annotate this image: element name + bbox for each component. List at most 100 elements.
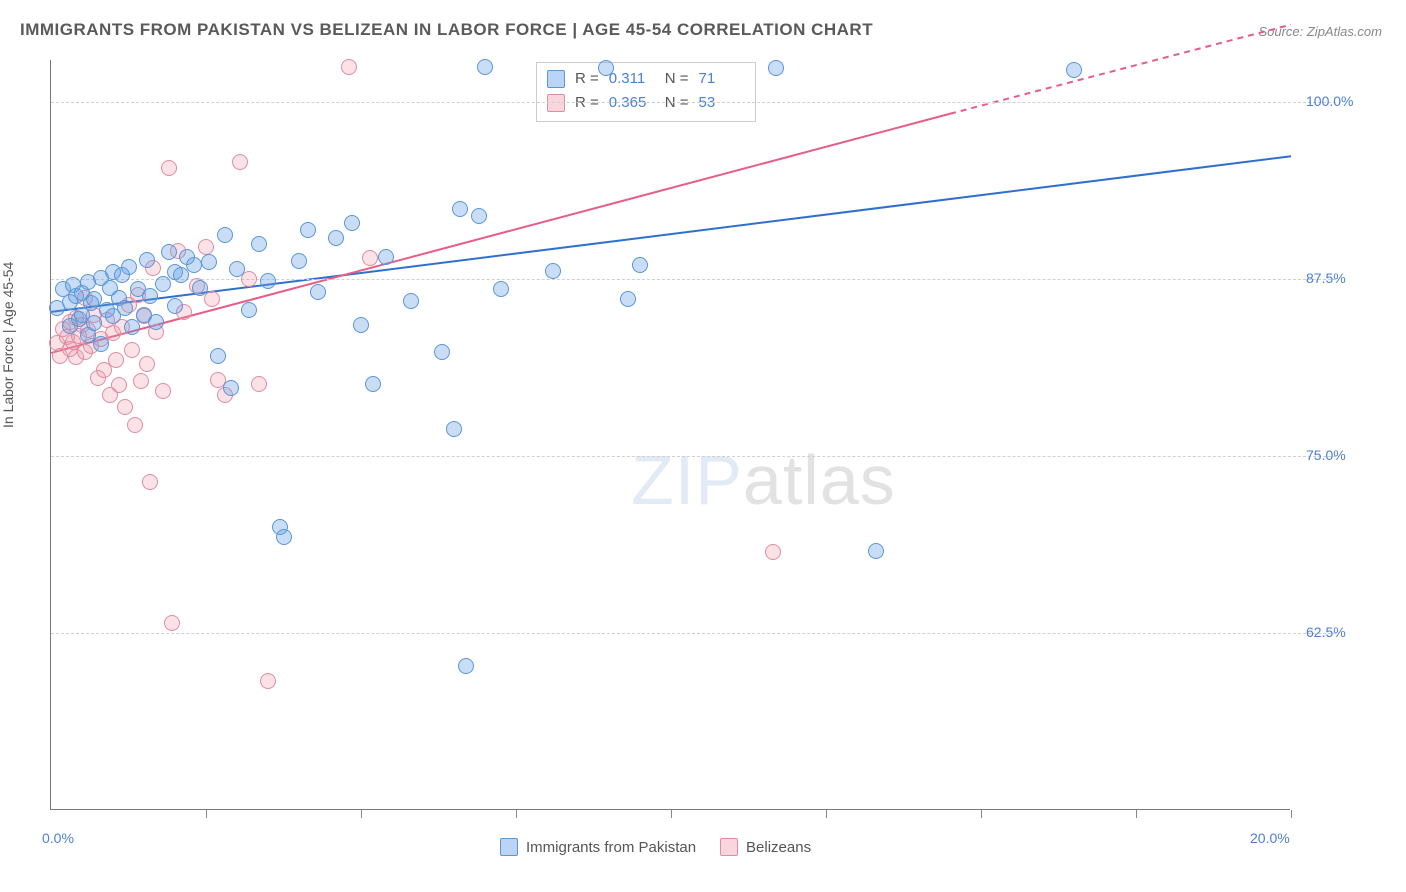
data-point [217,227,233,243]
data-point [108,352,124,368]
data-point [201,254,217,270]
y-tick-label: 100.0% [1306,93,1353,109]
data-point [765,544,781,560]
data-point [139,356,155,372]
y-tick-label: 87.5% [1306,270,1346,286]
grid-line-h [51,102,1336,103]
swatch-pink [720,838,738,856]
data-point [111,377,127,393]
watermark-rest: atlas [743,441,896,519]
data-point [127,417,143,433]
data-point [260,673,276,689]
data-point [124,342,140,358]
r-value-blue: 0.311 [609,67,655,91]
trend-lines-svg [51,60,1291,810]
data-point [310,284,326,300]
plot-area: ZIPatlas R = 0.311 N = 71 R = 0.365 N = … [50,60,1290,810]
data-point [232,154,248,170]
x-tick-mark [516,810,517,818]
n-value-blue: 71 [699,67,745,91]
data-point [142,474,158,490]
x-tick-mark [826,810,827,818]
data-point [204,291,220,307]
data-point [632,257,648,273]
data-point [133,373,149,389]
trend-line [51,156,1291,312]
data-point [210,348,226,364]
legend-row-blue: R = 0.311 N = 71 [547,67,745,91]
data-point [458,658,474,674]
grid-line-h [51,456,1336,457]
data-point [300,222,316,238]
data-point [378,249,394,265]
data-point [164,615,180,631]
y-tick-label: 75.0% [1306,447,1346,463]
data-point [365,376,381,392]
data-point [186,257,202,273]
data-point [403,293,419,309]
x-tick-mark [361,810,362,818]
data-point [142,288,158,304]
series-label-pink: Belizeans [746,839,811,856]
data-point [155,276,171,292]
data-point [260,273,276,289]
data-point [434,344,450,360]
legend-correlation: R = 0.311 N = 71 R = 0.365 N = 53 [536,62,756,122]
source-prefix: Source: [1258,24,1306,39]
data-point [471,208,487,224]
data-point [167,298,183,314]
data-point [446,421,462,437]
legend-item-blue: Immigrants from Pakistan [500,838,696,856]
data-point [241,302,257,318]
watermark: ZIPatlas [631,440,896,520]
data-point [251,376,267,392]
grid-line-h [51,633,1336,634]
watermark-bold: ZIP [631,441,743,519]
data-point [161,160,177,176]
swatch-blue [500,838,518,856]
x-tick-mark [206,810,207,818]
data-point [93,336,109,352]
data-point [161,244,177,260]
data-point [241,271,257,287]
series-label-blue: Immigrants from Pakistan [526,839,696,856]
data-point [341,59,357,75]
data-point [229,261,245,277]
data-point [124,319,140,335]
data-point [223,380,239,396]
data-point [328,230,344,246]
data-point [344,215,360,231]
data-point [353,317,369,333]
data-point [139,252,155,268]
data-point [620,291,636,307]
data-point [121,259,137,275]
data-point [291,253,307,269]
x-tick-mark [1136,810,1137,818]
data-point [477,59,493,75]
legend-item-pink: Belizeans [720,838,811,856]
source-name: ZipAtlas.com [1307,24,1382,39]
x-tick-label: 0.0% [42,830,74,846]
data-point [276,529,292,545]
y-axis-title: In Labor Force | Age 45-54 [0,262,16,428]
r-label: R = [575,67,599,91]
x-tick-mark [1291,810,1292,818]
trend-line [950,25,1291,114]
data-point [493,281,509,297]
swatch-blue [547,70,565,88]
source-label: Source: ZipAtlas.com [1258,24,1382,39]
data-point [362,250,378,266]
data-point [1066,62,1082,78]
data-point [545,263,561,279]
data-point [155,383,171,399]
data-point [117,399,133,415]
data-point [768,60,784,76]
data-point [86,315,102,331]
data-point [598,60,614,76]
data-point [868,543,884,559]
data-point [192,280,208,296]
n-label: N = [665,67,689,91]
data-point [198,239,214,255]
chart-title: IMMIGRANTS FROM PAKISTAN VS BELIZEAN IN … [20,20,873,40]
x-tick-mark [671,810,672,818]
